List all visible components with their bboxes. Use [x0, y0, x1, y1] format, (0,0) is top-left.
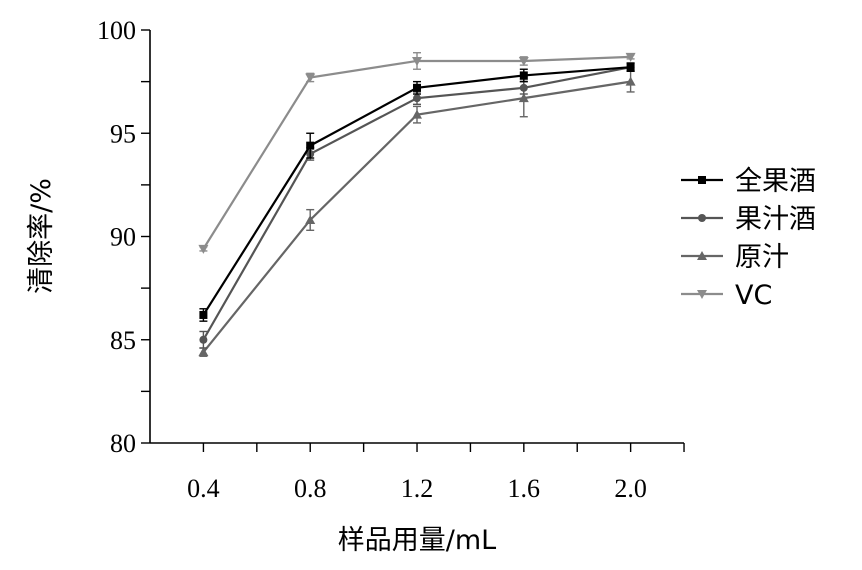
- y-tick-label: 80: [110, 429, 136, 458]
- legend-label: 全果酒: [735, 166, 816, 197]
- x-tick-label: 0.4: [187, 474, 220, 503]
- data-point: [518, 56, 529, 66]
- y-tick-label: 90: [110, 223, 136, 252]
- y-axis-title: 清除率/%: [26, 178, 57, 294]
- data-point: [412, 56, 422, 66]
- data-point: [198, 347, 209, 357]
- x-ticks: 0.4 0.8 1.2 1.6 2.0: [187, 443, 685, 503]
- data-point: [198, 244, 209, 254]
- legend-label: 果汁酒: [735, 204, 816, 235]
- data-point: [519, 71, 528, 80]
- y-tick-label: 95: [110, 119, 136, 148]
- x-tick-label: 1.2: [401, 474, 434, 503]
- series-4: [198, 52, 636, 254]
- data-point: [518, 93, 529, 103]
- data-point: [413, 94, 421, 103]
- legend-label: 原汁: [735, 242, 789, 273]
- data-point: [413, 83, 421, 92]
- data-point: [412, 109, 422, 119]
- data-point: [306, 141, 315, 150]
- data-point: [626, 63, 635, 72]
- x-tick-label: 1.6: [508, 474, 541, 503]
- legend-item: 全果酒: [681, 166, 816, 197]
- legend-item: VC: [681, 280, 772, 311]
- x-axis-title: 样品用量/mL: [338, 525, 496, 556]
- data-point: [625, 76, 636, 86]
- series-1: [199, 62, 635, 322]
- legend-item: 原汁: [681, 242, 789, 273]
- series-3: [198, 70, 636, 357]
- data-point: [199, 310, 208, 319]
- x-tick-label: 0.8: [294, 474, 327, 503]
- data-point: [625, 52, 636, 62]
- y-tick-label: 100: [97, 16, 136, 45]
- legend-marker: [698, 176, 706, 184]
- data-point: [305, 214, 316, 224]
- data-point: [519, 83, 528, 92]
- data-point: [199, 335, 208, 344]
- data-point: [305, 73, 316, 83]
- legend-marker: [698, 214, 706, 222]
- legend-label: VC: [735, 280, 772, 311]
- series-layer: [198, 52, 636, 357]
- legend-marker: [697, 290, 707, 299]
- legend-item: 果汁酒: [681, 204, 816, 235]
- y-tick-label: 85: [110, 326, 136, 355]
- y-ticks: 80 85 90 95 100: [97, 16, 150, 458]
- legend-marker: [697, 251, 707, 260]
- x-tick-label: 2.0: [614, 474, 647, 503]
